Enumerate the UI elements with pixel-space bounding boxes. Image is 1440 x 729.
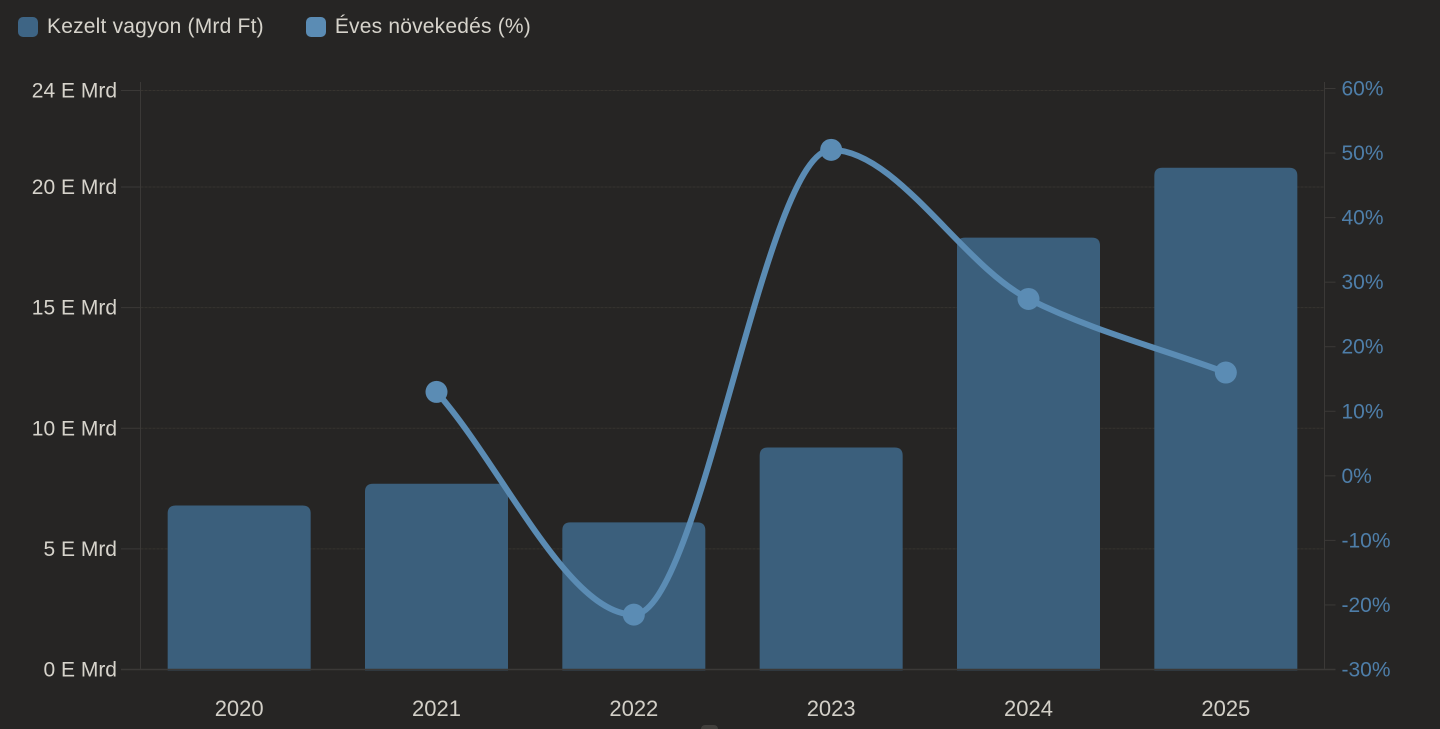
left-tick-label-5: 5 E Mrd xyxy=(43,538,117,561)
scroll-nub[interactable] xyxy=(701,725,718,729)
right-tick-label-50: 50% xyxy=(1342,142,1384,165)
bar-2023[interactable] xyxy=(759,447,903,671)
line-series-swatch-icon xyxy=(305,17,326,37)
bar-2021[interactable] xyxy=(365,483,508,671)
left-tick-label-24: 24 E Mrd xyxy=(32,80,117,103)
left-tick-label-20: 20 E Mrd xyxy=(32,176,117,199)
left-tick-label-0: 0 E Mrd xyxy=(43,659,117,682)
point-2021[interactable] xyxy=(425,380,448,403)
bar-2025[interactable] xyxy=(1154,167,1298,671)
x-label-2025: 2025 xyxy=(1201,696,1250,721)
point-2022[interactable] xyxy=(622,603,645,626)
bar-2022[interactable] xyxy=(562,522,706,671)
point-2024[interactable] xyxy=(1017,287,1040,310)
x-label-2023: 2023 xyxy=(807,696,856,721)
legend-item-kezelt-vagyon[interactable]: Kezelt vagyon (Mrd Ft) xyxy=(18,15,264,39)
right-tick-label-10: 10% xyxy=(1342,400,1384,423)
left-tick-label-10: 10 E Mrd xyxy=(32,417,117,440)
bar-series-swatch-icon xyxy=(18,17,38,37)
legend-label-kezelt-vagyon: Kezelt vagyon (Mrd Ft) xyxy=(47,15,264,38)
right-tick-label-40: 40% xyxy=(1342,207,1384,230)
bar-2020[interactable] xyxy=(167,505,311,671)
chart-legend: Kezelt vagyon (Mrd Ft) Éves növekedés (%… xyxy=(18,15,531,39)
x-label-2021: 2021 xyxy=(412,696,461,721)
right-tick-label-0: 0% xyxy=(1342,465,1372,488)
right-tick-label-60: 60% xyxy=(1342,78,1384,101)
right-tick-label--30: -30% xyxy=(1342,659,1391,682)
legend-label-eves-novekedes: Éves növekedés (%) xyxy=(334,15,532,38)
point-2025[interactable] xyxy=(1214,361,1237,384)
growth-line[interactable] xyxy=(433,146,1229,618)
left-tick-label-15: 15 E Mrd xyxy=(32,297,117,320)
x-label-2024: 2024 xyxy=(1004,696,1053,721)
right-tick-label-30: 30% xyxy=(1342,271,1384,294)
point-2023[interactable] xyxy=(820,138,843,161)
x-label-2020: 2020 xyxy=(215,696,264,721)
right-tick-label-20: 20% xyxy=(1342,336,1384,359)
x-label-2022: 2022 xyxy=(609,696,658,721)
right-tick-label--10: -10% xyxy=(1342,529,1391,552)
bar-2024[interactable] xyxy=(957,237,1100,671)
legend-item-eves-novekedes[interactable]: Éves növekedés (%) xyxy=(305,15,532,39)
right-tick-label--20: -20% xyxy=(1342,594,1391,617)
